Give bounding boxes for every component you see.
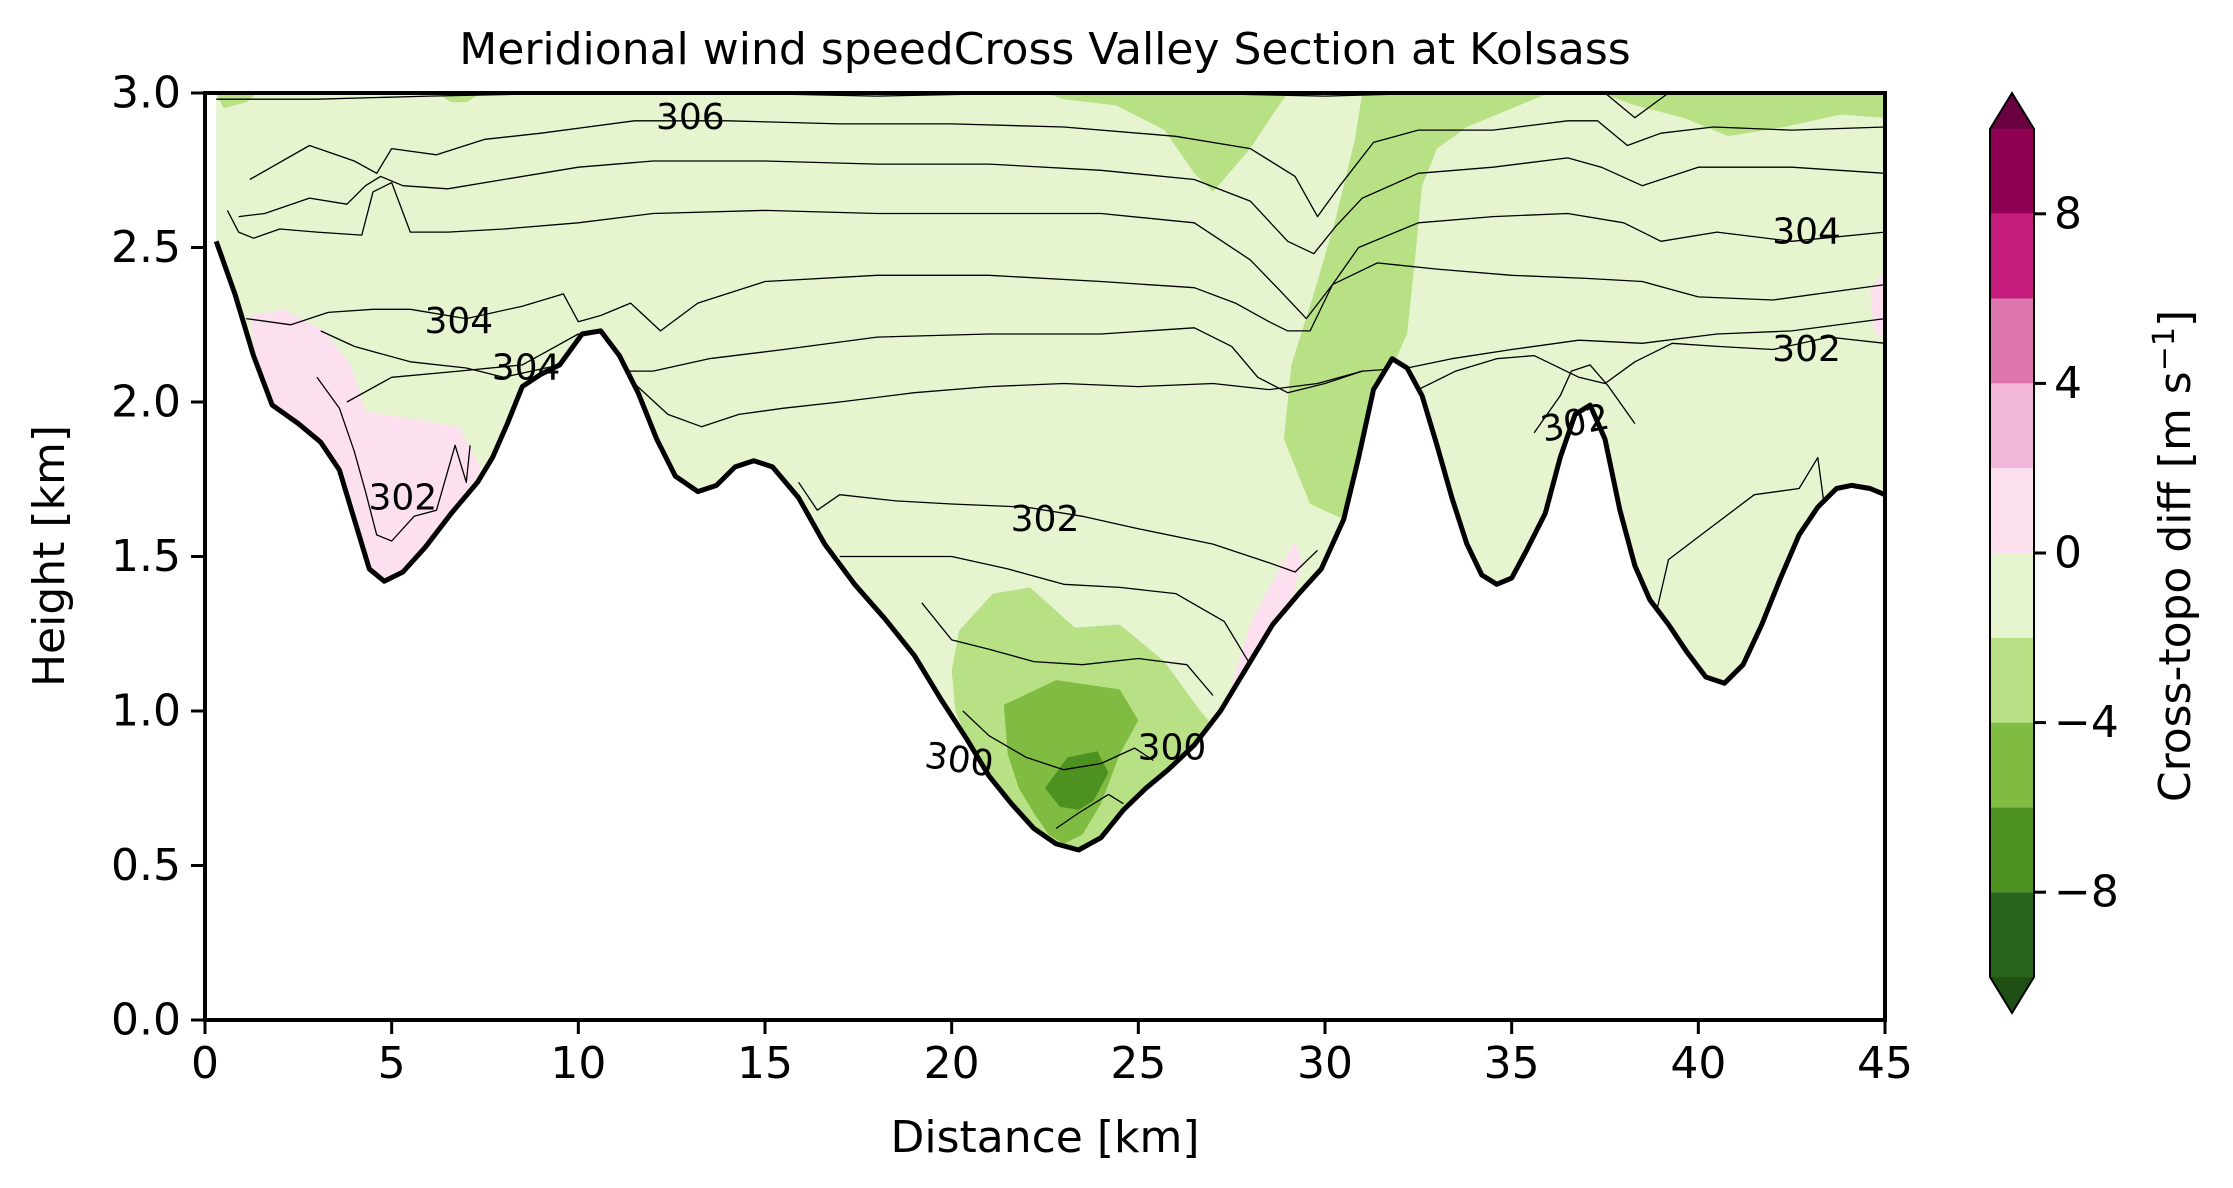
- y-tick-label: 1.5: [111, 531, 181, 582]
- colorbar-label-end: ]: [2150, 310, 2201, 327]
- x-tick-label: 45: [1857, 1038, 1913, 1089]
- wind-diff-region-3: [1283, 93, 1549, 520]
- colorbar-segment: [1990, 213, 2034, 299]
- wind-diff-region-7: [1045, 751, 1109, 810]
- x-axis: 0 5 10 15 20 25 30 35 40 45: [191, 1020, 1913, 1089]
- contour-label-2: 304: [492, 348, 561, 389]
- colorbar-tick-label: 0: [2054, 528, 2082, 579]
- theta-contour-10: [839, 555, 1251, 666]
- terrain-mask-layer: [205, 240, 1885, 1020]
- terrain-mask: [205, 241, 1885, 1020]
- colorbar-segment: [1990, 722, 2034, 808]
- wind-diff-region-4: [1601, 93, 1885, 137]
- theta-contour-12: [962, 710, 1154, 771]
- contour-label-5: 300: [922, 735, 996, 785]
- theta-contour-11: [921, 602, 1214, 696]
- colorbar-tick-label: 8: [2054, 188, 2082, 239]
- colorbar-outline: [1989, 91, 2035, 1015]
- terrain-line: [213, 240, 1885, 853]
- theta-contour-5: [320, 317, 1885, 394]
- colorbar-segment: [1990, 637, 2034, 723]
- x-axis-label: Distance [km]: [890, 1112, 1199, 1163]
- contour-label-3: 302: [369, 477, 438, 518]
- colorbar-label-main: Cross-topo diff [m s: [2150, 371, 2201, 802]
- y-axis-label: Height [km]: [24, 425, 75, 687]
- colorbar-segment: [1990, 383, 2034, 469]
- colorbar-segment: [1990, 807, 2034, 893]
- x-tick-label: 25: [1110, 1038, 1166, 1089]
- contour-label-0: 306: [656, 97, 725, 138]
- colorbar-segment: [1990, 129, 2034, 214]
- colorbar-segment: [1990, 892, 2034, 977]
- contour-label-6: 300: [1138, 728, 1207, 769]
- wind-diff-fill-layer: [216, 93, 1885, 850]
- theta-contour-8: [316, 376, 471, 542]
- y-tick-label: 2.0: [111, 377, 181, 428]
- y-tick-label: 0.5: [111, 840, 181, 891]
- colorbar-segment: [1990, 298, 2034, 384]
- y-axis: 0.0 0.5 1.0 1.5 2.0 2.5 3.0: [111, 68, 205, 1046]
- wind-diff-region-11: [1870, 272, 1885, 341]
- theta-contour-7: [1418, 336, 1885, 391]
- x-tick-label: 15: [737, 1038, 793, 1089]
- x-tick-label: 35: [1484, 1038, 1540, 1089]
- y-tick-label: 3.0: [111, 68, 181, 119]
- colorbar: −8 −4 0 4 8: [1989, 91, 2119, 1015]
- theta-contour-9: [798, 481, 1318, 573]
- contour-label-8: 304: [1772, 212, 1841, 253]
- y-tick-label: 0.0: [111, 995, 181, 1046]
- contour-label-1: 304: [425, 301, 494, 342]
- y-tick-label: 1.0: [111, 686, 181, 737]
- theta-contour-3: [226, 181, 1885, 320]
- wind-diff-region-2: [1045, 93, 1288, 192]
- theta-contour-1: [249, 120, 1885, 218]
- x-tick-label: 30: [1297, 1038, 1353, 1089]
- contour-label-4: 302: [1011, 499, 1080, 540]
- colorbar-tick-label: −8: [2054, 867, 2119, 918]
- colorbar-segment: [1990, 468, 2034, 553]
- colorbar-label: Cross-topo diff [m s−1]: [2147, 310, 2201, 802]
- theta-contour-13: [1055, 793, 1124, 829]
- colorbar-under-arrow: [1990, 977, 2034, 1013]
- theta-contour-15: [1652, 456, 1826, 625]
- wind-diff-region-0: [216, 93, 258, 109]
- theta-contour-4: [246, 262, 1885, 332]
- atmosphere-fill: [205, 93, 1885, 850]
- theta-contour-2: [238, 157, 1885, 255]
- x-tick-label: 5: [378, 1038, 406, 1089]
- y-tick-label: 2.5: [111, 222, 181, 273]
- theta-contour-6: [346, 333, 1363, 428]
- x-tick-label: 0: [191, 1038, 219, 1089]
- colorbar-label-sup: −1: [2147, 327, 2182, 371]
- atmosphere-fill-layer: [205, 93, 1885, 850]
- colorbar-over-arrow: [1990, 93, 2034, 129]
- colorbar-tick-label: −4: [2054, 697, 2119, 748]
- chart-title: Meridional wind speedCross Valley Sectio…: [459, 24, 1630, 75]
- x-tick-label: 10: [550, 1038, 606, 1089]
- wind-diff-region-9: [1227, 541, 1303, 696]
- theta-contour-layer: [216, 93, 1885, 829]
- x-tick-label: 40: [1670, 1038, 1726, 1089]
- colorbar-tick-label: 4: [2054, 358, 2082, 409]
- x-tick-label: 20: [924, 1038, 980, 1089]
- colorbar-segment: [1990, 553, 2034, 638]
- contour-label-9: 302: [1772, 329, 1841, 370]
- theta-contour-0: [216, 93, 1885, 119]
- theta-contour-14: [1533, 364, 1636, 434]
